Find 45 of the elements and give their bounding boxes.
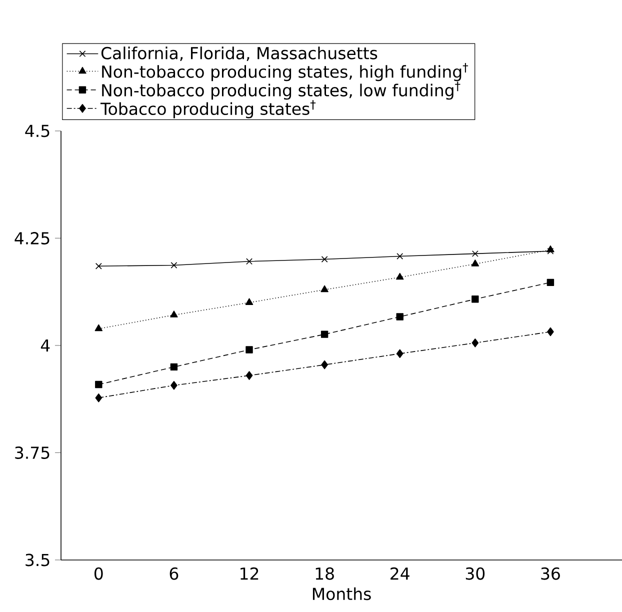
x-tick-label: 36 — [541, 567, 560, 580]
y-tick-label: 4.25 — [14, 232, 50, 244]
point — [546, 278, 554, 286]
point — [246, 371, 253, 380]
y-tick-label: 4 — [40, 339, 50, 352]
point — [396, 313, 404, 320]
point — [95, 262, 102, 270]
point — [547, 327, 554, 336]
x-tick-label: 12 — [240, 567, 258, 580]
point — [396, 272, 404, 280]
point — [321, 360, 328, 370]
point — [546, 245, 554, 252]
point — [396, 349, 404, 358]
x-tick-label: 30 — [466, 567, 485, 580]
y-tick-label: 3.5 — [26, 554, 50, 566]
point — [472, 250, 478, 257]
point — [94, 324, 103, 332]
x-tick-label: 0 — [94, 567, 103, 580]
point — [320, 330, 328, 338]
point — [95, 380, 102, 388]
x-tick-label: 18 — [316, 567, 334, 580]
point — [321, 256, 328, 262]
point — [246, 258, 252, 265]
point — [170, 262, 178, 268]
legend-label: Tobacco producing states$^{†}$ — [100, 100, 316, 118]
point — [170, 310, 178, 318]
point — [170, 380, 178, 390]
y-tick-label: 3.75 — [15, 446, 50, 459]
x-axis-title: Months — [312, 587, 371, 600]
point — [547, 248, 554, 254]
point — [320, 285, 328, 292]
legend-label: Non-tobacco producing states, low funding$^{†}$ — [102, 82, 460, 100]
point — [472, 338, 479, 348]
point — [170, 363, 178, 371]
legend-label: California, Florida, Massachusetts — [101, 46, 378, 62]
y-tick-label: 4.5 — [25, 124, 50, 138]
point — [472, 296, 479, 303]
point — [396, 253, 404, 260]
point — [245, 298, 254, 305]
point — [246, 346, 253, 354]
point — [95, 393, 102, 402]
x-tick-label: 6 — [170, 567, 178, 580]
x-tick-label: 24 — [390, 567, 410, 580]
point — [471, 260, 480, 266]
legend-label: Non-tobacco producing states, high funding$^{†}$ — [102, 62, 468, 82]
